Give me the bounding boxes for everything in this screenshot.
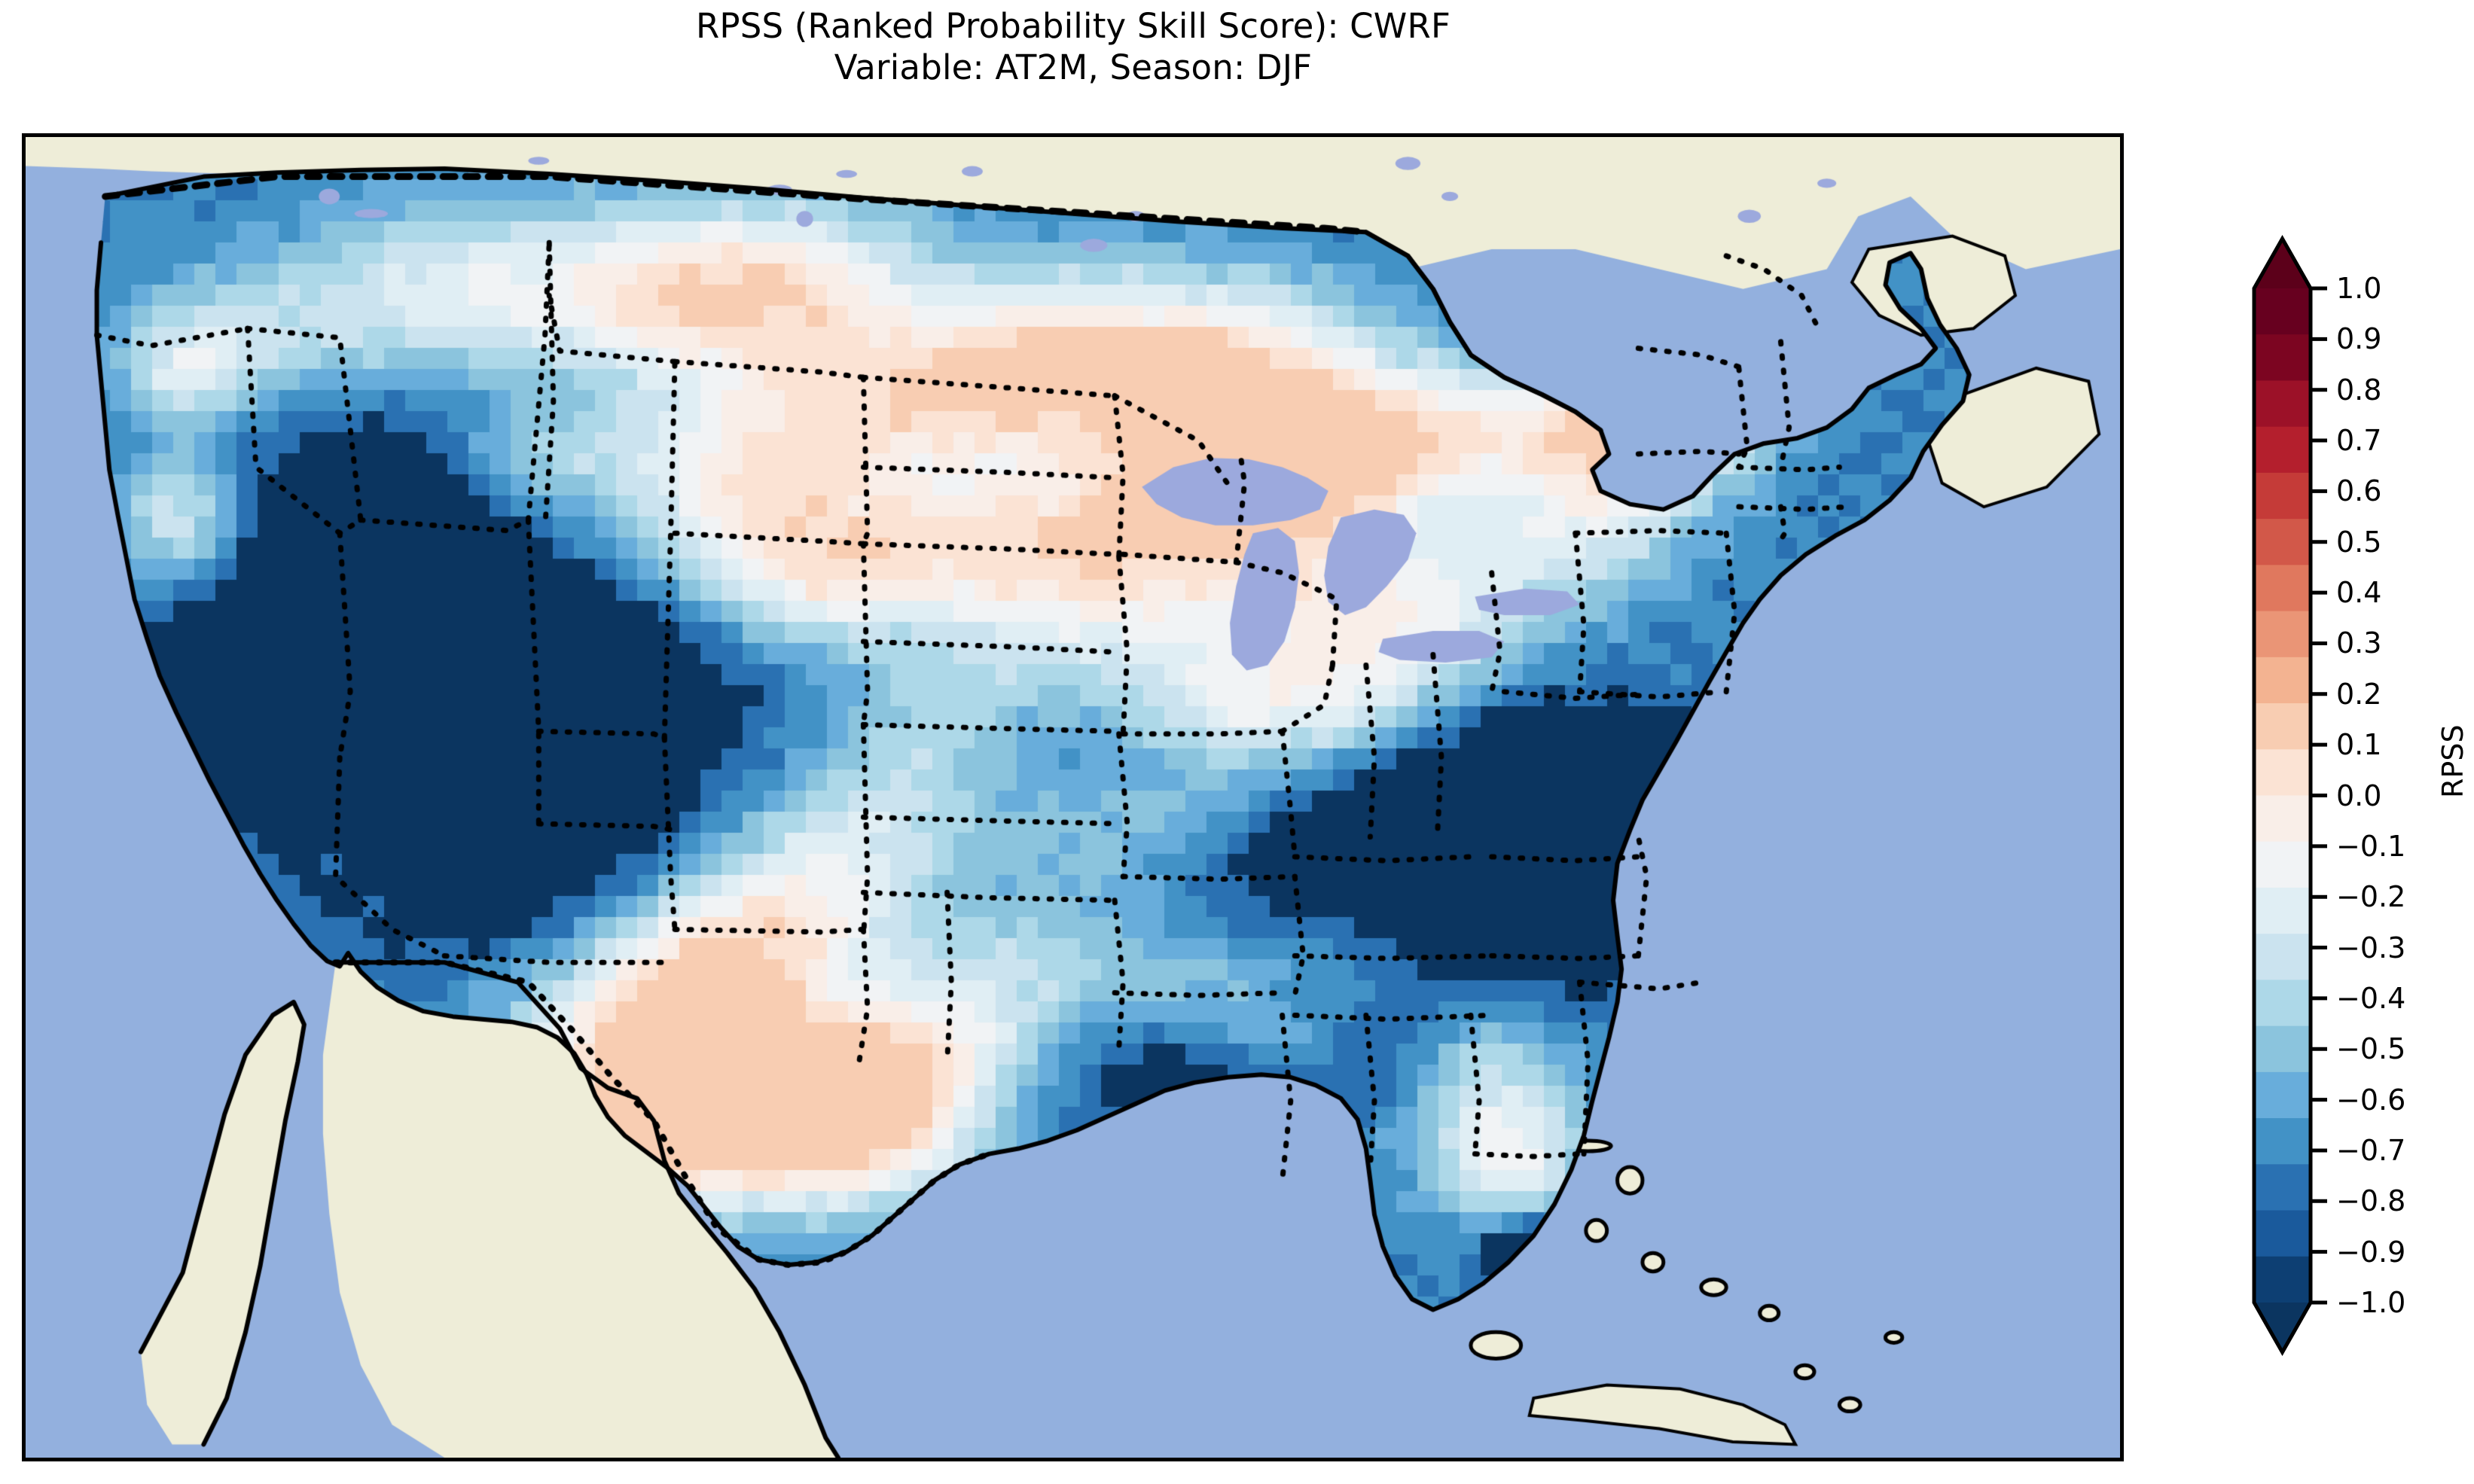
colorbar-over-arrow (2254, 239, 2311, 288)
colorbar-tick-label: −1.0 (2336, 1286, 2406, 1319)
colorbar-tick-label: 0.0 (2336, 779, 2382, 812)
colorbar-tick-label: 0.2 (2336, 677, 2382, 711)
colorbar-axis-label: RPSS (2436, 724, 2469, 798)
colorbar-band (2254, 288, 2311, 335)
colorbar-band (2254, 934, 2311, 981)
colorbar-tick-label: −0.3 (2336, 931, 2406, 964)
colorbar-band (2254, 1256, 2311, 1303)
colorbar-band (2254, 1210, 2311, 1257)
colorbar-tick-label: 0.1 (2336, 728, 2382, 762)
colorbar-band (2254, 611, 2311, 658)
colorbar-band (2254, 1164, 2311, 1211)
colorbar-band (2254, 749, 2311, 797)
colorbar-tick-label: −0.8 (2336, 1184, 2406, 1218)
colorbar-band (2254, 334, 2311, 382)
colorbar-tick-label: −0.7 (2336, 1133, 2406, 1167)
colorbar-band (2254, 1071, 2311, 1119)
colorbar-band (2254, 1025, 2311, 1073)
colorbar-tick-label: 0.9 (2336, 322, 2382, 356)
colorbar-band (2254, 657, 2311, 704)
map-panel[interactable] (22, 133, 2124, 1461)
colorbar-tick-label: −0.4 (2336, 981, 2406, 1015)
colorbar-tick-label: 0.7 (2336, 424, 2382, 458)
colorbar-band (2254, 565, 2311, 612)
chart-title: RPSS (Ranked Probability Skill Score): C… (0, 6, 2146, 89)
colorbar-under-arrow (2254, 1303, 2311, 1352)
colorbar-band (2254, 980, 2311, 1027)
colorbar-band (2254, 519, 2311, 566)
colorbar-tick-label: −0.5 (2336, 1032, 2406, 1066)
colorbar-tick-label: 0.8 (2336, 373, 2382, 407)
colorbar-tick-label: 0.3 (2336, 626, 2382, 660)
colorbar-band (2254, 887, 2311, 934)
title-line-secondary: Variable: AT2M, Season: DJF (834, 47, 1313, 87)
title-line-primary: RPSS (Ranked Probability Skill Score): C… (695, 6, 1451, 46)
colorbar-band (2254, 426, 2311, 474)
colorbar-band (2254, 1118, 2311, 1166)
colorbar-gradient (2252, 234, 2327, 1357)
colorbar-tick-label: −0.9 (2336, 1235, 2406, 1269)
colorbar-tick-label: −0.2 (2336, 880, 2406, 914)
colorbar-band (2254, 841, 2311, 888)
colorbar-band (2254, 703, 2311, 750)
colorbar-tick-label: 1.0 (2336, 272, 2382, 305)
colorbar-band (2254, 472, 2311, 520)
colorbar[interactable]: 1.0 0.9 0.8 0.7 0.6 0.5 0.4 0.3 0.2 0.1 0.0 −0.1 −0.… (2248, 226, 2474, 1385)
rpss-heatmap-canvas (26, 137, 2120, 1458)
colorbar-tick-label: −0.6 (2336, 1083, 2406, 1117)
colorbar-tick-label: −0.1 (2336, 829, 2406, 863)
colorbar-tick-label: 0.6 (2336, 474, 2382, 508)
colorbar-tick-label: 0.4 (2336, 576, 2382, 610)
colorbar-band (2254, 380, 2311, 428)
colorbar-tick-label: 0.5 (2336, 525, 2382, 559)
colorbar-band (2254, 795, 2311, 843)
